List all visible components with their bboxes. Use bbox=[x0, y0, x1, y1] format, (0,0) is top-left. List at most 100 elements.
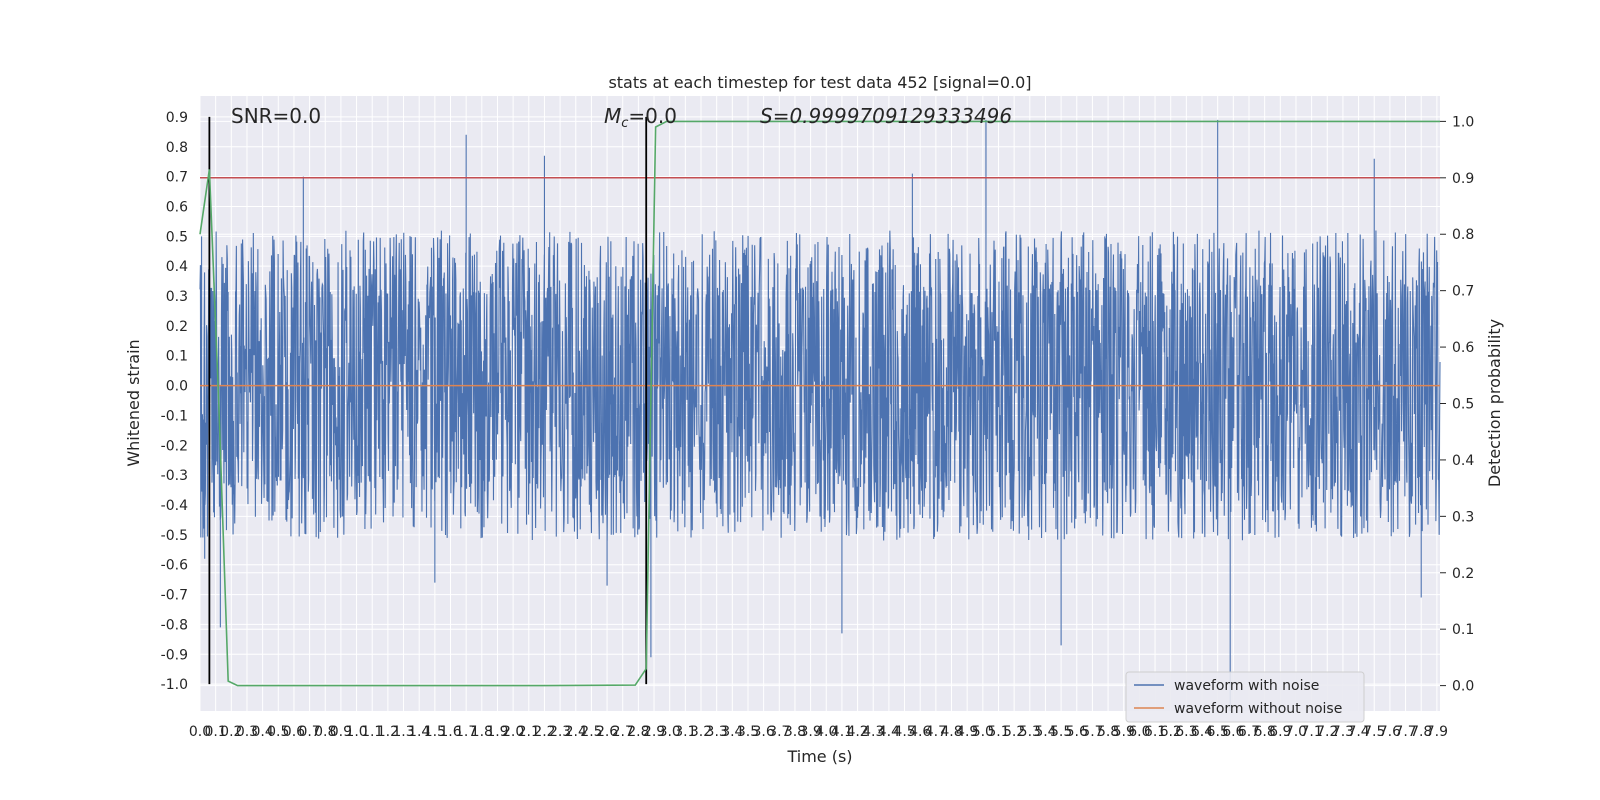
x-tick-label: 5.0 bbox=[972, 724, 994, 740]
y-tick-label: 0.8 bbox=[166, 140, 188, 156]
chart-title: stats at each timestep for test data 452… bbox=[608, 73, 1031, 92]
x-tick-label: 4.1 bbox=[831, 724, 853, 740]
legend-box bbox=[1125, 671, 1365, 723]
x-tick-label: 3.2 bbox=[690, 724, 712, 740]
y-tick-labels: -1.0 -0.9 -0.8 -0.7 -0.6 -0.5 -0.4 -0.3 -0.2 -0.1… bbox=[161, 110, 188, 693]
x-tick-label: 3.3 bbox=[706, 724, 728, 740]
chirp-mass-value: =0.0 bbox=[628, 104, 677, 128]
x-tick-label: 2.3 bbox=[549, 724, 571, 740]
x-tick-label: 5.3 bbox=[1019, 724, 1041, 740]
x-tick-label: 2.5 bbox=[580, 724, 602, 740]
x-tick-label: 3.1 bbox=[674, 724, 696, 740]
x-tick-label: 7.9 bbox=[1426, 724, 1448, 740]
y2-tick-label: 0.2 bbox=[1452, 566, 1474, 582]
y-tick-label: 0.3 bbox=[166, 289, 188, 305]
x-tick-label: 4.3 bbox=[862, 724, 884, 740]
y-tick-label: 0.2 bbox=[166, 319, 188, 335]
x-tick-label: 3.0 bbox=[659, 724, 681, 740]
x-tick-label: 5.4 bbox=[1034, 724, 1056, 740]
x-tick-label: 6.2 bbox=[1160, 724, 1182, 740]
x-tick-label: 3.4 bbox=[721, 724, 743, 740]
x-tick-label: 1.0 bbox=[345, 724, 367, 740]
y2-tick-label: 1.0 bbox=[1452, 114, 1474, 130]
x-tick-label: 2.0 bbox=[502, 724, 524, 740]
x-tick-label: 1.2 bbox=[377, 724, 399, 740]
x-tick-label: 4.4 bbox=[878, 724, 900, 740]
x-tick-label: 2.2 bbox=[533, 724, 555, 740]
y-tick-label: -0.7 bbox=[161, 588, 188, 604]
x-tick-label: 2.7 bbox=[612, 724, 634, 740]
y2-tick-labels: 0.0 0.1 0.2 0.3 0.4 0.5 0.6 0.7 0.8 0.9 1.0 bbox=[1440, 114, 1474, 695]
legend-label-clean: waveform without noise bbox=[1174, 701, 1342, 717]
x-tick-labels: 0.00.10.20.30.40.50.60.70.80.91.01.11.21… bbox=[189, 724, 1448, 740]
y2-axis-label: Detection probability bbox=[1485, 319, 1504, 487]
y2-tick-label: 0.5 bbox=[1452, 397, 1474, 413]
y2-tick-label: 0.1 bbox=[1452, 622, 1474, 638]
x-tick-label: 1.4 bbox=[408, 724, 430, 740]
x-tick-label: 4.0 bbox=[815, 724, 837, 740]
y-tick-label: 0.1 bbox=[166, 349, 188, 365]
x-tick-label: 0.4 bbox=[251, 724, 273, 740]
y2-tick-label: 0.7 bbox=[1452, 284, 1474, 300]
x-tick-label: 4.9 bbox=[956, 724, 978, 740]
x-tick-label: 0.9 bbox=[330, 724, 352, 740]
x-tick-label: 6.6 bbox=[1222, 724, 1244, 740]
y-tick-label: -0.5 bbox=[161, 528, 188, 544]
x-tick-label: 0.8 bbox=[314, 724, 336, 740]
x-tick-label: 0.2 bbox=[220, 724, 242, 740]
x-tick-label: 1.1 bbox=[361, 724, 383, 740]
x-tick-label: 7.4 bbox=[1347, 724, 1369, 740]
x-tick-label: 3.7 bbox=[768, 724, 790, 740]
x-axis-label: Time (s) bbox=[786, 747, 852, 766]
x-tick-label: 0.3 bbox=[236, 724, 258, 740]
x-tick-label: 1.7 bbox=[455, 724, 477, 740]
y-axis-label: Whitened strain bbox=[124, 339, 143, 466]
x-tick-label: 6.3 bbox=[1175, 724, 1197, 740]
probability-layer bbox=[199, 120, 1440, 687]
x-tick-label: 5.1 bbox=[987, 724, 1009, 740]
x-tick-label: 5.6 bbox=[1066, 724, 1088, 740]
x-tick-label: 6.9 bbox=[1269, 724, 1291, 740]
y-tick-label: 0.9 bbox=[166, 110, 188, 126]
x-tick-label: 6.4 bbox=[1191, 724, 1213, 740]
x-tick-label: 5.8 bbox=[1097, 724, 1119, 740]
legend-label-noisy: waveform with noise bbox=[1174, 678, 1319, 694]
x-tick-label: 4.2 bbox=[846, 724, 868, 740]
x-tick-label: 1.3 bbox=[392, 724, 414, 740]
chirp-mass-annotation: Mc=0.0 bbox=[604, 104, 677, 131]
overlay-lines bbox=[200, 116, 1440, 685]
y-tick-label: -1.0 bbox=[161, 677, 188, 693]
x-tick-label: 7.1 bbox=[1300, 724, 1322, 740]
x-tick-label: 7.3 bbox=[1332, 724, 1354, 740]
y-tick-label: 0.7 bbox=[166, 170, 188, 186]
x-tick-label: 7.0 bbox=[1285, 724, 1307, 740]
y-tick-label: -0.9 bbox=[161, 647, 188, 663]
x-tick-label: 4.7 bbox=[925, 724, 947, 740]
x-tick-label: 5.2 bbox=[1003, 724, 1025, 740]
x-tick-label: 5.5 bbox=[1050, 724, 1072, 740]
x-tick-label: 5.7 bbox=[1081, 724, 1103, 740]
x-tick-label: 7.8 bbox=[1410, 724, 1432, 740]
x-tick-label: 6.0 bbox=[1128, 724, 1150, 740]
score-annotation: S=0.9999709129333496 bbox=[760, 104, 1012, 128]
x-tick-label: 2.9 bbox=[643, 724, 665, 740]
y-tick-label: 0.5 bbox=[166, 229, 188, 245]
x-tick-label: 4.6 bbox=[909, 724, 931, 740]
x-tick-label: 7.2 bbox=[1316, 724, 1338, 740]
x-tick-label: 2.1 bbox=[518, 724, 540, 740]
x-tick-label: 2.8 bbox=[627, 724, 649, 740]
x-tick-label: 0.0 bbox=[189, 724, 211, 740]
x-tick-label: 6.5 bbox=[1207, 724, 1229, 740]
x-tick-label: 0.1 bbox=[205, 724, 227, 740]
y2-tick-label: 0.6 bbox=[1452, 340, 1474, 356]
y2-tick-label: 0.4 bbox=[1452, 453, 1474, 469]
y-tick-label: 0.0 bbox=[166, 379, 188, 395]
x-tick-label: 6.1 bbox=[1144, 724, 1166, 740]
x-tick-label: 0.7 bbox=[298, 724, 320, 740]
detection-probability-line bbox=[199, 120, 1440, 687]
x-tick-label: 1.6 bbox=[439, 724, 461, 740]
x-tick-label: 5.9 bbox=[1113, 724, 1135, 740]
x-tick-label: 3.9 bbox=[799, 724, 821, 740]
x-tick-label: 1.5 bbox=[424, 724, 446, 740]
